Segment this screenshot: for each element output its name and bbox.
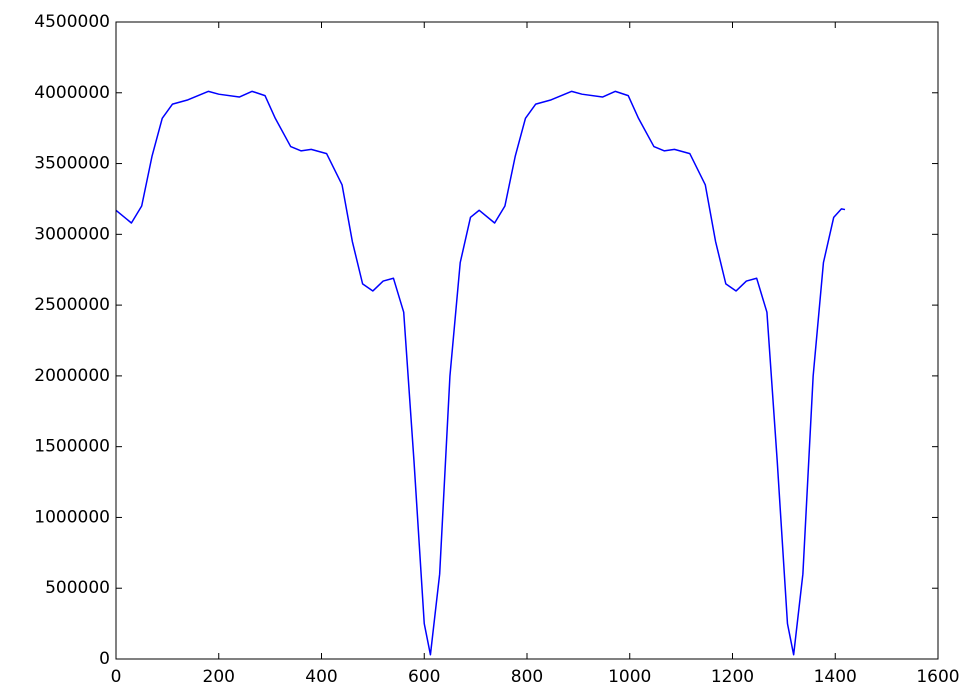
y-tick-label: 2000000 (34, 366, 110, 386)
x-tick-label: 1200 (711, 667, 754, 687)
plot-frame (115, 21, 939, 660)
y-tick-label: 2500000 (34, 295, 110, 315)
x-tick-label: 400 (305, 667, 337, 687)
x-tick-label: 800 (511, 667, 543, 687)
y-tick-label: 500000 (45, 578, 110, 598)
y-tick-label: 4500000 (34, 12, 110, 32)
y-tick-label: 3500000 (34, 154, 110, 174)
data-line (115, 90, 846, 656)
x-tick-label: 1000 (608, 667, 651, 687)
x-tick-label: 200 (203, 667, 235, 687)
y-tick-label: 3000000 (34, 224, 110, 244)
y-tick-label: 4000000 (34, 83, 110, 103)
x-tick-label: 1600 (916, 667, 959, 687)
y-tick-label: 1500000 (34, 437, 110, 457)
x-tick-label: 600 (408, 667, 440, 687)
y-tick-label: 0 (99, 649, 110, 669)
x-tick-label: 1400 (814, 667, 857, 687)
y-tick-label: 1000000 (34, 507, 110, 527)
x-tick-label: 0 (111, 667, 122, 687)
